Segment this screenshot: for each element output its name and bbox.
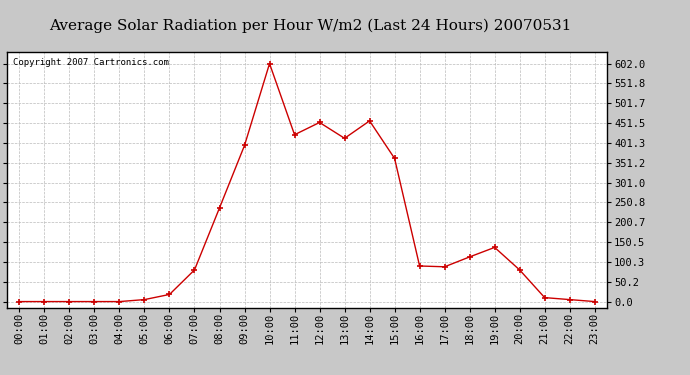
Text: Average Solar Radiation per Hour W/m2 (Last 24 Hours) 20070531: Average Solar Radiation per Hour W/m2 (L… [49, 19, 572, 33]
Text: Copyright 2007 Cartronics.com: Copyright 2007 Cartronics.com [13, 58, 169, 67]
